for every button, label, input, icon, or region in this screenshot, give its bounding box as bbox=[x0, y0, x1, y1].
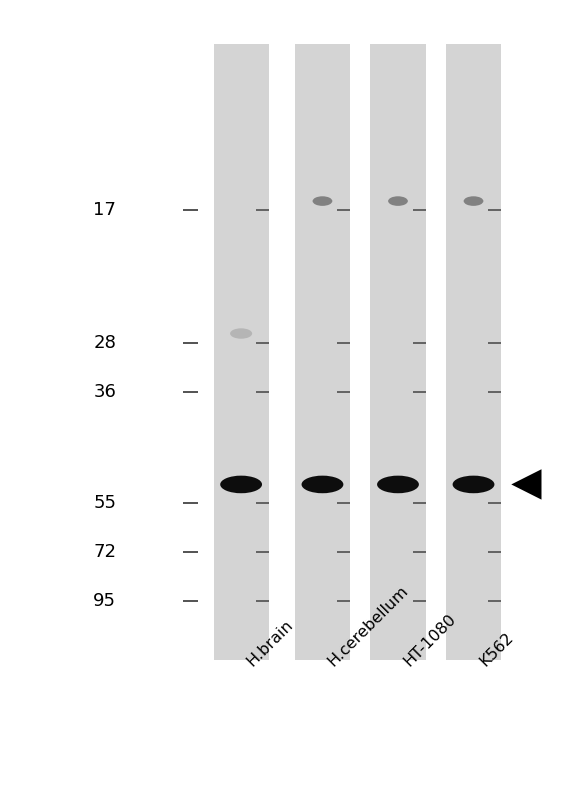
Text: K562: K562 bbox=[476, 630, 516, 670]
Ellipse shape bbox=[220, 476, 262, 494]
Ellipse shape bbox=[453, 476, 494, 494]
Ellipse shape bbox=[464, 196, 483, 206]
Bar bbox=[214, 44, 268, 660]
Text: H.brain: H.brain bbox=[244, 618, 296, 670]
Ellipse shape bbox=[313, 196, 332, 206]
Text: 36: 36 bbox=[94, 383, 116, 401]
Text: 95: 95 bbox=[93, 593, 116, 610]
Polygon shape bbox=[511, 470, 541, 500]
Text: HT-1080: HT-1080 bbox=[401, 612, 459, 670]
Ellipse shape bbox=[230, 328, 252, 338]
Bar bbox=[446, 44, 501, 660]
Text: 28: 28 bbox=[94, 334, 116, 352]
Bar bbox=[371, 44, 425, 660]
Text: 17: 17 bbox=[94, 202, 116, 219]
Ellipse shape bbox=[377, 476, 419, 494]
Text: H.cerebellum: H.cerebellum bbox=[325, 583, 411, 670]
Text: 55: 55 bbox=[93, 494, 116, 512]
Ellipse shape bbox=[388, 196, 408, 206]
Ellipse shape bbox=[302, 476, 343, 494]
Text: 72: 72 bbox=[93, 543, 116, 562]
Bar bbox=[295, 44, 350, 660]
